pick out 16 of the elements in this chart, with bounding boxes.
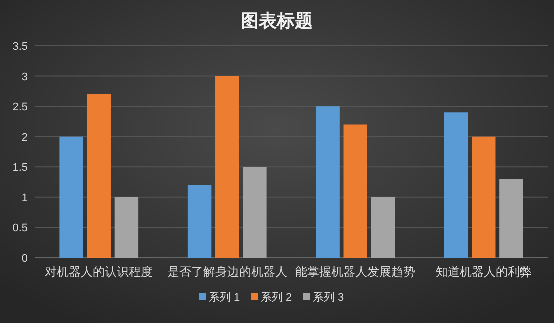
legend-label: 系列 1 xyxy=(209,291,240,304)
legend-label: 系列 3 xyxy=(313,291,344,304)
y-tick-label: 0.5 xyxy=(12,222,28,235)
y-tick-label: 0 xyxy=(22,253,28,265)
y-tick-label: 1 xyxy=(22,192,28,204)
y-tick-label: 1.5 xyxy=(12,162,28,174)
y-tick-label: 2.5 xyxy=(12,102,28,114)
x-tick-label: 能掌握机器人发展趋势 xyxy=(296,265,416,279)
y-tick-label: 2 xyxy=(22,132,28,144)
x-tick-label: 知道机器人的利弊 xyxy=(436,265,532,279)
x-tick-label: 是否了解身边的机器人 xyxy=(167,265,288,279)
x-tick-label: 对机器人的认识程度 xyxy=(45,265,154,279)
y-tick-label: 3 xyxy=(22,71,28,84)
legend-label: 系列 2 xyxy=(261,291,292,304)
y-tick-label: 3.5 xyxy=(12,41,28,53)
chart-title: 图表标题 xyxy=(241,11,313,31)
